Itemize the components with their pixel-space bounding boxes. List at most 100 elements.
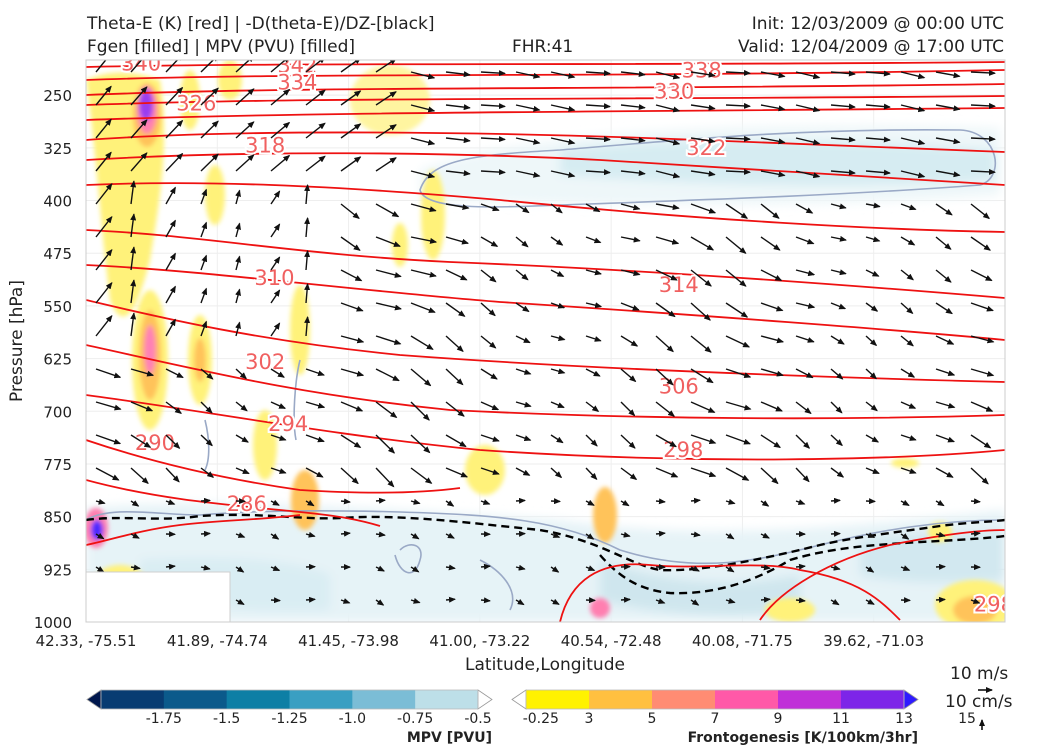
wind-vector — [620, 596, 631, 603]
wind-vector — [900, 401, 917, 409]
x-tick-label: 41.45, -73.98 — [298, 632, 399, 650]
wind-vector — [200, 60, 219, 73]
wind-vector — [165, 219, 176, 238]
theta-e-contour-label: 286 — [227, 492, 267, 516]
wind-vector — [95, 118, 112, 139]
wind-vector — [165, 186, 176, 205]
wind-vector — [795, 137, 821, 146]
wind-vector — [270, 434, 287, 441]
wind-vector — [410, 335, 434, 350]
wind-vector — [620, 203, 641, 211]
wind-vector — [690, 335, 712, 353]
wind-vector — [95, 249, 113, 271]
wind-vector — [690, 599, 700, 606]
wind-vector — [235, 434, 249, 443]
colorbar-frame — [100, 689, 479, 710]
wind-vector — [795, 335, 815, 343]
wind-vector — [480, 467, 500, 475]
colorbar-segment — [415, 690, 479, 709]
wind-vector — [200, 120, 219, 139]
wind-vector — [900, 236, 916, 246]
wind-vector — [830, 598, 840, 606]
wind-vector — [410, 269, 437, 278]
wind-vector — [550, 302, 566, 309]
wind-vector — [970, 401, 994, 412]
wind-vector — [340, 368, 365, 377]
y-tick-label: 475 — [43, 245, 72, 263]
wind-vector — [935, 531, 946, 538]
wind-vector — [865, 335, 878, 347]
wind-vector — [340, 302, 364, 312]
wind-vector — [480, 434, 500, 442]
wind-vector — [585, 302, 603, 309]
wind-vector — [375, 157, 397, 172]
wind-vector — [970, 434, 992, 449]
wind-vector — [95, 151, 112, 172]
wind-vector — [480, 169, 506, 176]
wind-vector — [970, 69, 996, 76]
wind-vector — [375, 368, 400, 382]
wind-vector — [865, 532, 876, 539]
wind-vector — [550, 104, 576, 112]
wind-vector — [865, 467, 880, 474]
wind-vector — [725, 203, 749, 219]
y-tick-label: 1000 — [34, 614, 72, 632]
wind-vector — [830, 434, 843, 447]
colorbar-frame — [525, 689, 905, 710]
wind-vector — [375, 467, 395, 488]
wind-vector — [445, 203, 470, 210]
wind-vector — [690, 137, 716, 144]
wind-vector — [690, 71, 716, 78]
wind-vector — [165, 401, 182, 414]
wind-vector — [795, 499, 806, 505]
wind-vector — [795, 170, 821, 179]
wind-vector — [620, 434, 636, 449]
wind-vector — [304, 184, 311, 205]
wind-vector — [830, 103, 856, 110]
wind-vector — [550, 137, 576, 145]
wind-vector — [760, 532, 770, 539]
colorbar-tip — [86, 689, 102, 710]
wind-vector — [340, 123, 362, 139]
wind-vector — [410, 203, 437, 213]
wind-vector — [655, 498, 666, 505]
wind-vector — [690, 104, 716, 111]
wind-vector — [480, 499, 491, 505]
wind-vector — [585, 70, 611, 77]
wind-vector — [935, 269, 952, 283]
wind-vector — [900, 170, 926, 179]
wind-vector — [445, 104, 471, 111]
wind-vector — [375, 91, 397, 106]
wind-vector — [550, 401, 565, 409]
wind-vector — [690, 203, 717, 214]
wind-vector — [445, 500, 455, 507]
wind-vector — [410, 302, 436, 313]
wind-vector — [480, 136, 506, 143]
wind-vector — [480, 563, 491, 570]
wind-vector — [270, 322, 281, 337]
colorbar-tick-label: 11 — [832, 711, 850, 727]
colorbar-tick-label: -0.25 — [523, 711, 559, 727]
wind-vector — [270, 121, 291, 139]
colorbar-tick-label: 15 — [958, 711, 976, 727]
wind-vector — [270, 154, 291, 172]
wind-vectors — [95, 60, 996, 606]
wind-vector — [165, 563, 176, 570]
wind-vector — [235, 189, 241, 205]
wind-vector — [550, 434, 564, 444]
wind-vector — [550, 71, 576, 79]
wind-vector — [585, 401, 600, 412]
wind-vector — [725, 69, 751, 76]
wind-vector — [585, 203, 601, 213]
wind-vector — [655, 71, 681, 80]
wind-vector — [130, 246, 137, 271]
wind-vector — [865, 368, 878, 380]
wind-vector — [410, 566, 420, 573]
wind-vector — [725, 168, 751, 175]
wind-vector — [935, 401, 956, 409]
wind-vector — [760, 137, 786, 145]
wind-vector — [655, 467, 679, 478]
wind-vector — [620, 499, 630, 507]
wind-vector — [515, 434, 532, 441]
wind-vector — [655, 434, 677, 448]
